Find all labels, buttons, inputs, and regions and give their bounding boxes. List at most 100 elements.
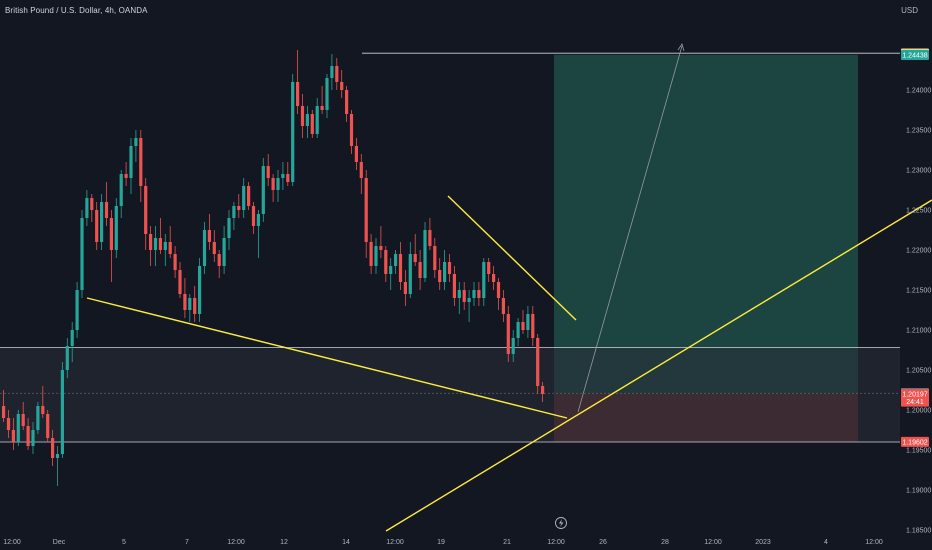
candle: [359, 154, 363, 194]
candle-body: [183, 294, 187, 310]
candle-body: [286, 174, 290, 182]
candle-body: [315, 106, 319, 134]
candle: [149, 226, 153, 266]
candle: [55, 446, 60, 486]
candle: [80, 210, 84, 298]
candle: [173, 246, 177, 278]
candle: [232, 202, 236, 230]
candle-body: [369, 242, 373, 266]
candle-body: [541, 386, 545, 394]
candle-body: [16, 414, 20, 442]
candle-body: [95, 210, 99, 242]
candle: [85, 190, 89, 226]
candle: [11, 418, 15, 450]
candle: [65, 338, 69, 378]
candle-body: [482, 262, 486, 298]
candle-body: [41, 406, 45, 414]
candle-body: [320, 106, 324, 110]
candle-body: [21, 414, 25, 426]
time-axis[interactable]: 12:00 Dec 5 7 12:00 12 14 12:00 19 21 12:00 26 28 12:…: [3, 539, 883, 546]
candle: [60, 362, 64, 458]
price-tag: 24:41: [901, 396, 929, 407]
candle-body: [477, 290, 481, 298]
price-axis[interactable]: 1.24000 1.23500 1.23000 1.22500 1.22000 1.215…: [906, 88, 931, 535]
candle-body: [506, 314, 510, 354]
candle: [521, 310, 525, 334]
candle: [345, 86, 349, 122]
candle-body: [403, 282, 407, 294]
price-tick-label: 1.21500: [906, 288, 931, 295]
candle: [104, 182, 109, 226]
candle-body: [80, 218, 84, 290]
price-tag-label: 1.24438: [902, 52, 927, 59]
candle-body: [55, 454, 60, 458]
candle: [75, 282, 79, 338]
candles: [2, 50, 545, 486]
candle: [374, 238, 378, 274]
ascending-trendline: [385, 199, 932, 532]
candle: [51, 430, 55, 466]
candle: [276, 170, 280, 202]
candle: [516, 318, 520, 346]
candle-body: [212, 242, 216, 254]
candle: [16, 410, 20, 446]
candle-body: [11, 430, 15, 442]
candle-body: [291, 82, 295, 182]
descending-trendline: [447, 195, 577, 321]
time-tick-label: 26: [599, 539, 607, 546]
candle: [462, 282, 466, 310]
horizontal-lines: [0, 52, 900, 443]
candle-body: [492, 274, 496, 282]
candle: [31, 422, 35, 454]
projection-arrow-line: [577, 45, 683, 413]
price-tick-label: 1.22000: [906, 248, 931, 255]
candle: [443, 250, 447, 290]
candle: [403, 270, 407, 306]
time-tick-label: 12:00: [227, 539, 245, 546]
time-tick-label: 12:00: [865, 539, 883, 546]
candle-body: [6, 418, 11, 430]
candle: [364, 170, 368, 258]
candle-body: [266, 166, 270, 178]
time-tick-label: 14: [342, 539, 350, 546]
candle-body: [90, 198, 94, 210]
candle: [423, 222, 427, 282]
price-tag-bg: [901, 396, 929, 407]
candle: [119, 170, 123, 218]
candle: [310, 110, 314, 138]
price-tag-bg: [901, 49, 929, 60]
candle: [36, 402, 40, 434]
candle-body: [354, 146, 358, 162]
candle-body: [330, 66, 334, 78]
lightning-icon[interactable]: [555, 517, 567, 529]
price-tick-label: 1.21000: [906, 328, 931, 335]
candle-body: [100, 202, 104, 242]
candle: [501, 290, 505, 322]
candle-body: [36, 406, 40, 430]
candle: [124, 162, 128, 186]
candle-body: [242, 186, 246, 210]
candle: [511, 330, 515, 362]
price-tick-label: 1.24000: [906, 88, 931, 95]
price-tick-label: 1.18500: [906, 528, 931, 535]
candle: [139, 130, 143, 202]
time-tick-label: 12:00: [704, 539, 722, 546]
candle-body: [119, 174, 123, 206]
price-tick-label: 1.20000: [906, 408, 931, 415]
range-box: [0, 347, 900, 442]
candle-body: [70, 330, 74, 346]
time-tick-label: 12:00: [3, 539, 21, 546]
candle-body: [536, 338, 540, 386]
candle: [90, 194, 94, 222]
candle-body: [487, 262, 491, 274]
candle-body: [193, 298, 197, 314]
candle-body: [232, 206, 236, 218]
candle: [261, 158, 265, 222]
candle: [237, 194, 241, 218]
currency-label: USD: [901, 6, 918, 15]
candle: [398, 242, 403, 290]
candle: [178, 262, 182, 298]
candle-body: [300, 106, 305, 126]
candle-body: [124, 174, 128, 178]
